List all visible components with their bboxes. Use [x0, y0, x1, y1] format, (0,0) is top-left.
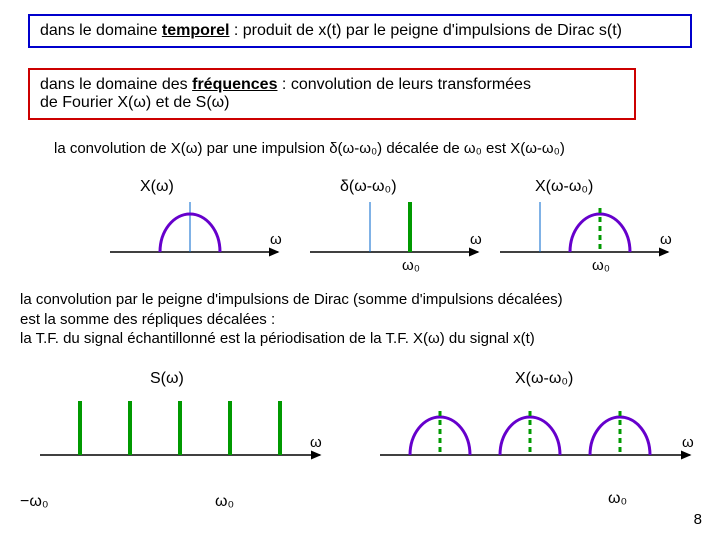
box2-l2: de Fourier X(ω) et de S(ω) [40, 94, 229, 111]
svg-text:ω: ω [682, 434, 694, 451]
box1-bold: temporel [162, 22, 230, 39]
svg-text:ω₀: ω₀ [402, 257, 420, 274]
box1-prefix: dans le domaine [40, 22, 162, 39]
para2-l2: est la somme des répliques décalées : [20, 311, 275, 328]
row1-plots: ω ω ω₀ ω ω₀ [0, 182, 720, 302]
box1-suffix: : produit de x(t) par le peigne d'impuls… [229, 22, 622, 39]
temporal-domain-box: dans le domaine temporel : produit de x(… [28, 14, 692, 48]
svg-text:ω: ω [270, 231, 282, 248]
svg-text:ω: ω [310, 434, 322, 451]
paragraph-2: la convolution par le peigne d'impulsion… [20, 290, 563, 349]
svg-text:ω: ω [660, 231, 672, 248]
svg-text:ω: ω [470, 231, 482, 248]
box2-l1-suffix: : convolution de leurs transformées [277, 76, 530, 93]
box2-l1-bold: fréquences [192, 76, 277, 93]
convolution-text: la convolution de X(ω) par une impulsion… [54, 140, 565, 157]
label-neg-w0: −ω₀ [20, 493, 48, 511]
frequency-domain-box: dans le domaine des fréquences : convolu… [28, 68, 636, 120]
para2-l3: la T.F. du signal échantillonné est la p… [20, 330, 535, 347]
label-w0-b: ω₀ [608, 490, 627, 508]
label-w0-a: ω₀ [215, 493, 234, 511]
page-number: 8 [694, 511, 702, 528]
svg-text:ω₀: ω₀ [592, 257, 610, 274]
para2-l1: la convolution par le peigne d'impulsion… [20, 291, 563, 308]
box2-l1-prefix: dans le domaine des [40, 76, 192, 93]
